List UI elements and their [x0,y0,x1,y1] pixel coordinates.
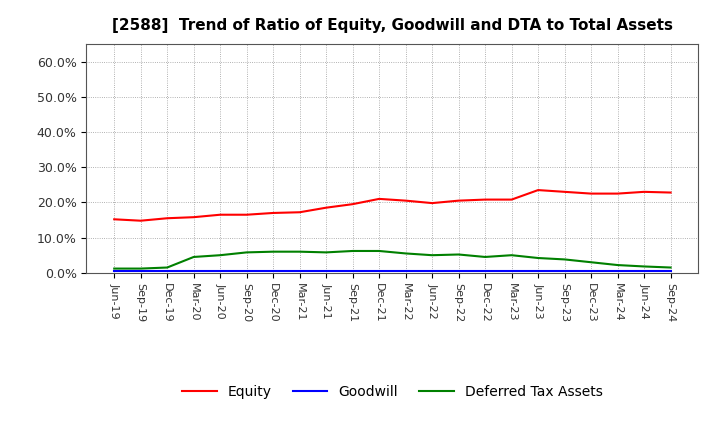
Deferred Tax Assets [216,253,225,258]
Goodwill [508,268,516,274]
Equity [613,191,622,196]
Deferred Tax Assets [401,251,410,256]
Goodwill [269,268,277,274]
Deferred Tax Assets [269,249,277,254]
Equity [640,189,649,194]
Equity [295,209,304,215]
Legend: Equity, Goodwill, Deferred Tax Assets: Equity, Goodwill, Deferred Tax Assets [182,385,603,399]
Goodwill [428,268,436,274]
Deferred Tax Assets [666,265,675,270]
Goodwill [348,268,357,274]
Goodwill [587,268,595,274]
Equity [587,191,595,196]
Deferred Tax Assets [454,252,463,257]
Equity [428,201,436,206]
Deferred Tax Assets [136,266,145,271]
Deferred Tax Assets [375,248,384,253]
Goodwill [110,268,119,274]
Equity [322,205,330,210]
Goodwill [322,268,330,274]
Goodwill [640,268,649,274]
Deferred Tax Assets [534,255,542,260]
Equity [666,190,675,195]
Equity [534,187,542,193]
Equity [375,196,384,202]
Goodwill [295,268,304,274]
Title: [2588]  Trend of Ratio of Equity, Goodwill and DTA to Total Assets: [2588] Trend of Ratio of Equity, Goodwil… [112,18,673,33]
Equity [216,212,225,217]
Equity [560,189,569,194]
Goodwill [534,268,542,274]
Goodwill [560,268,569,274]
Deferred Tax Assets [348,248,357,253]
Deferred Tax Assets [110,266,119,271]
Goodwill [189,268,198,274]
Deferred Tax Assets [163,265,171,270]
Goodwill [216,268,225,274]
Equity [481,197,490,202]
Goodwill [454,268,463,274]
Goodwill [481,268,490,274]
Deferred Tax Assets [640,264,649,269]
Equity [348,202,357,207]
Line: Equity: Equity [114,190,670,221]
Deferred Tax Assets [295,249,304,254]
Deferred Tax Assets [428,253,436,258]
Goodwill [375,268,384,274]
Deferred Tax Assets [481,254,490,260]
Equity [163,216,171,221]
Deferred Tax Assets [189,254,198,260]
Equity [110,216,119,222]
Deferred Tax Assets [560,257,569,262]
Deferred Tax Assets [508,253,516,258]
Equity [189,215,198,220]
Deferred Tax Assets [613,262,622,268]
Deferred Tax Assets [243,250,251,255]
Goodwill [163,268,171,274]
Deferred Tax Assets [587,260,595,265]
Equity [136,218,145,224]
Goodwill [401,268,410,274]
Goodwill [613,268,622,274]
Equity [454,198,463,203]
Equity [269,210,277,216]
Deferred Tax Assets [322,250,330,255]
Equity [401,198,410,203]
Goodwill [136,268,145,274]
Goodwill [666,268,675,274]
Equity [508,197,516,202]
Goodwill [243,268,251,274]
Line: Deferred Tax Assets: Deferred Tax Assets [114,251,670,268]
Equity [243,212,251,217]
